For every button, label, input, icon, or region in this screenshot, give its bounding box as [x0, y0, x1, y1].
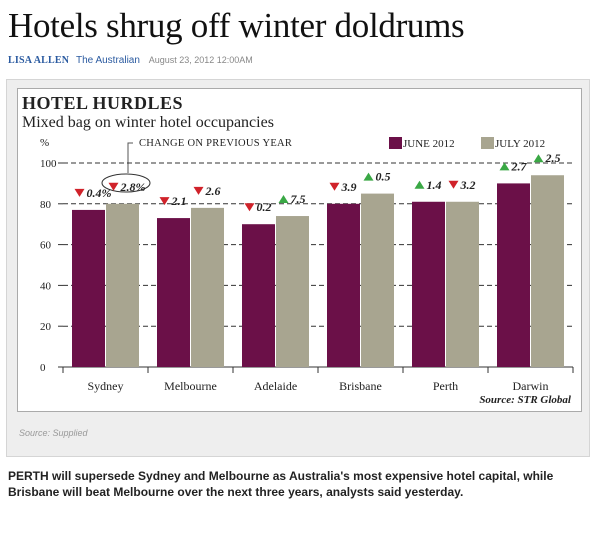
x-tick-label-adelaide: Adelaide [254, 379, 297, 393]
bar-darwin-june-2012 [497, 183, 530, 367]
change-label-melbourne-july-2012: 2.6 [205, 184, 221, 198]
article-body: PERTH will supersede Sydney and Melbourn… [8, 469, 554, 499]
source-link[interactable]: The Australian [75, 55, 140, 66]
bar-chart: HOTEL HURDLES Mixed bag on winter hotel … [22, 93, 574, 406]
y-tick-label-80: 80 [40, 199, 52, 211]
change-label-sydney-june-2012: 0.4% [87, 186, 112, 200]
change-arrow-melbourne-june-2012 [159, 197, 170, 206]
image-caption: Source: Supplied [19, 428, 88, 438]
change-label-brisbane-june-2012: 3.9 [341, 180, 357, 194]
bar-perth-june-2012 [412, 201, 445, 367]
y-tick-label-40: 40 [40, 280, 52, 292]
x-tick-label-perth: Perth [433, 379, 458, 393]
change-arrow-melbourne-july-2012 [193, 186, 204, 195]
change-arrow-adelaide-june-2012 [244, 203, 255, 212]
change-arrow-adelaide-july-2012 [278, 195, 289, 204]
y-tick-label-60: 60 [40, 240, 52, 252]
bar-adelaide-july-2012 [276, 216, 309, 367]
bar-adelaide-june-2012 [242, 224, 275, 367]
change-label-darwin-july-2012: 2.5 [545, 151, 561, 165]
author-link[interactable]: LISA ALLEN [8, 55, 70, 66]
change-label-perth-july-2012: 3.2 [460, 178, 476, 192]
legend-swatch-june-2012 [389, 137, 402, 149]
x-tick-label-darwin: Darwin [513, 379, 549, 393]
change-arrow-brisbane-july-2012 [363, 172, 374, 181]
bar-perth-july-2012 [446, 201, 479, 367]
bar-melbourne-june-2012 [157, 218, 190, 367]
x-tick-label-melbourne: Melbourne [164, 379, 217, 393]
change-arrow-sydney-june-2012 [74, 188, 85, 197]
legend-label-june-2012: JUNE 2012 [403, 138, 455, 150]
bar-brisbane-june-2012 [327, 203, 360, 367]
x-tick-label-brisbane: Brisbane [339, 379, 382, 393]
y-tick-label-100: 100 [40, 158, 57, 170]
grid-layer: 0 20 40 60 80 100 [40, 158, 574, 374]
y-tick-label-20: 20 [40, 321, 52, 333]
y-tick-label-0: 0 [40, 362, 46, 374]
bar-sydney-july-2012 [106, 203, 139, 367]
bars-layer [72, 175, 564, 367]
change-legend-bracket [127, 142, 133, 173]
chart-frame: HOTEL HURDLES Mixed bag on winter hotel … [17, 88, 582, 412]
change-label-sydney-july-2012: 2.8% [120, 180, 146, 194]
change-label-darwin-june-2012: 2.7 [511, 159, 528, 173]
publish-date: August 23, 2012 12:00AM [148, 55, 253, 65]
legend-label-july-2012: JULY 2012 [495, 138, 545, 150]
change-arrow-darwin-june-2012 [499, 162, 510, 171]
bar-melbourne-july-2012 [191, 207, 224, 367]
change-label-brisbane-july-2012: 0.5 [376, 170, 391, 184]
chart-subtitle: Mixed bag on winter hotel occupancies [22, 114, 274, 131]
change-label-melbourne-june-2012: 2.1 [171, 194, 187, 208]
change-arrow-perth-july-2012 [448, 180, 459, 189]
change-label-adelaide-june-2012: 0.2 [257, 200, 272, 214]
change-label-adelaide-july-2012: 7.5 [291, 192, 306, 206]
change-legend-highlight [101, 173, 151, 193]
byline: LISA ALLEN The Australian August 23, 201… [8, 55, 253, 66]
change-arrow-brisbane-june-2012 [329, 182, 340, 191]
change-arrow-perth-june-2012 [414, 180, 425, 189]
bar-brisbane-july-2012 [361, 193, 394, 367]
headline: Hotels shrug off winter doldrums [8, 6, 465, 45]
change-legend-label: CHANGE ON PREVIOUS YEAR [139, 138, 292, 149]
change-arrow-darwin-july-2012 [533, 154, 544, 163]
change-arrow-sydney-july-2012 [108, 182, 119, 191]
chart-figure: HOTEL HURDLES Mixed bag on winter hotel … [6, 79, 590, 457]
y-axis-unit: % [40, 137, 49, 149]
labels-layer: 0.4% 2.8% Sydney 2.1 2.6 Melbourne 0.2 7.5 Adela… [74, 151, 561, 393]
bar-darwin-july-2012 [531, 175, 564, 367]
x-tick-label-sydney: Sydney [88, 379, 124, 393]
chart-source: Source: STR Global [479, 394, 572, 406]
chart-title: HOTEL HURDLES [22, 93, 183, 113]
change-label-perth-june-2012: 1.4 [427, 178, 442, 192]
legend-swatch-july-2012 [481, 137, 494, 149]
bar-sydney-june-2012 [72, 209, 105, 367]
